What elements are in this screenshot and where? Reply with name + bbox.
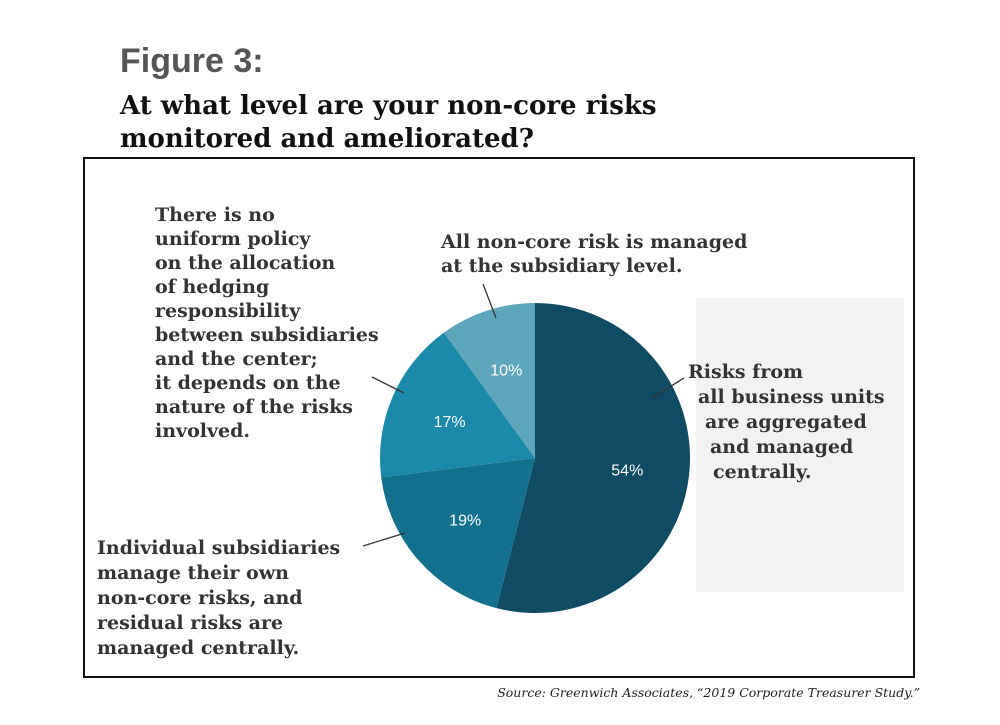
slice-value-label: 54% xyxy=(611,463,643,480)
callout-line: uniform policy xyxy=(155,228,311,250)
slice-callout-4: All non-core risk is managed at the subsi… xyxy=(440,231,747,277)
pie-slice-10pct xyxy=(443,302,535,458)
callout-line: involved. xyxy=(155,420,250,442)
figure-label: Figure 3: xyxy=(120,42,264,80)
slice-callout-2: Individual subsidiaries manage their own n… xyxy=(97,537,340,659)
callout-leader-line xyxy=(371,376,405,394)
chart-title-line-2: monitored and ameliorated? xyxy=(120,124,534,154)
callout-line: All non-core risk is managed xyxy=(440,231,747,253)
pie-slice-19pct xyxy=(381,458,535,609)
slice-callout-3: There is no uniform policy on the allocati… xyxy=(155,204,379,442)
callout-line: of hedging xyxy=(155,276,269,298)
callout-line: non-core risks, and xyxy=(97,587,303,609)
callout-line: between subsidiaries xyxy=(155,324,379,346)
callout-line: Risks from xyxy=(688,361,803,383)
callout-line: nature of the risks xyxy=(155,396,353,418)
source-note: Source: Greenwich Associates, “2019 Corp… xyxy=(497,685,920,700)
slice-value-label: 10% xyxy=(490,363,522,380)
callout-line: responsibility xyxy=(155,300,301,322)
slice-value-label: 17% xyxy=(434,414,466,431)
callout-line: are aggregated xyxy=(705,411,867,433)
pie-slice-54pct xyxy=(496,303,690,613)
callout-line: centrally. xyxy=(713,461,811,483)
callout-line: residual risks are xyxy=(97,612,283,634)
callout-line: and managed xyxy=(710,436,853,458)
callout-line: and the center; xyxy=(155,348,318,370)
slice-value-label: 19% xyxy=(449,513,481,530)
callout-line: manage their own xyxy=(97,562,289,584)
chart-title: At what level are your non-core risks mo… xyxy=(120,90,880,156)
callout-line: at the subsidiary level. xyxy=(441,255,682,277)
slice-callout-1: Risks from all business units are aggregat… xyxy=(688,361,885,483)
highlight-panel xyxy=(696,298,904,592)
callout-line: on the allocation xyxy=(155,252,335,274)
callout-line: it depends on the xyxy=(155,372,341,394)
callout-leader-line xyxy=(362,532,406,547)
callout-line: There is no xyxy=(155,204,275,226)
pie-slice-17pct xyxy=(379,332,535,478)
callout-line: Individual subsidiaries xyxy=(97,537,340,559)
callout-line: managed centrally. xyxy=(97,637,299,659)
chart-frame xyxy=(83,157,915,678)
callout-leader-line xyxy=(651,377,685,399)
callout-line: all business units xyxy=(698,386,885,408)
callout-leader-line xyxy=(482,283,497,319)
chart-title-line-1: At what level are your non-core risks xyxy=(120,91,657,121)
